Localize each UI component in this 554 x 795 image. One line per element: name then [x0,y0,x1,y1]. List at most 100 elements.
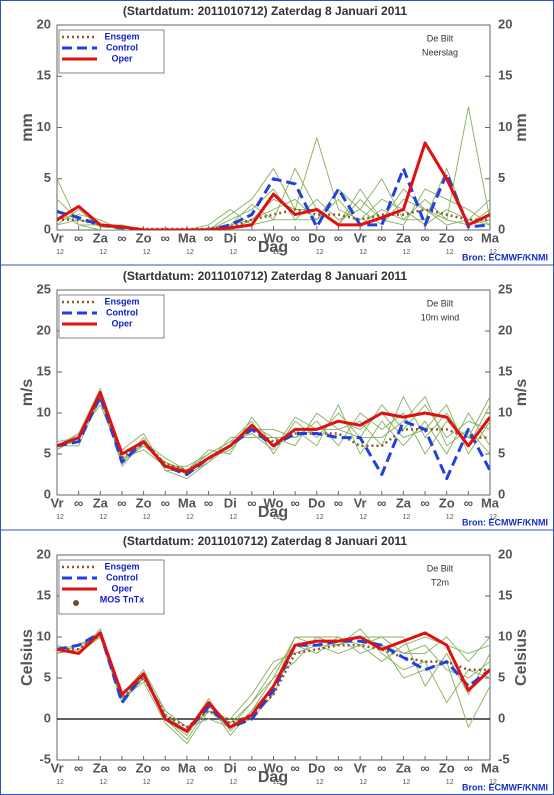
y-tick-label: 0 [44,486,51,501]
x-sublabel: 12 [403,249,411,256]
y2-tick-label: 15 [498,587,512,602]
x-tick-label: ∞ [117,760,126,775]
source-note: Bron: ECMWF/KNMI [462,782,548,792]
x-tick-label: Zo [136,760,152,775]
x-tick-label: ∞ [204,230,213,245]
y-tick-label: -5 [39,751,51,766]
x-sublabel: 12 [229,779,237,786]
x-tick-label: Za [93,230,109,245]
y-tick-label: 10 [37,119,51,134]
x-tick-label: ∞ [117,495,126,510]
x-sublabel: 12 [316,514,324,521]
series-line [57,631,490,733]
y2-tick-label: 25 [498,281,512,296]
ensemble-member [57,137,490,230]
y2-tick-label: -5 [498,751,510,766]
x-sublabel: 12 [56,779,64,786]
y-axis-label: Celsius [19,629,36,686]
x-tick-label: Di [224,495,237,510]
x-tick-label: ∞ [291,230,300,245]
y-axis-label: m/s [19,379,36,407]
chart-title: (Startdatum: 2011010712) Zaterdag 8 Janu… [123,534,407,548]
x-tick-label: ∞ [291,495,300,510]
x-tick-label: Di [224,760,237,775]
x-tick-label: ∞ [247,230,256,245]
series-line [57,141,490,230]
x-sublabel: 12 [359,249,367,256]
x-tick-label: ∞ [420,495,429,510]
x-sublabel: 12 [143,779,151,786]
y2-tick-label: 15 [498,363,512,378]
series-line [57,395,490,472]
legend-box [58,294,165,339]
x-sublabel: 12 [489,779,497,786]
variable-label: 10m wind [421,312,460,322]
x-tick-label: ∞ [334,495,343,510]
x-sublabel: 12 [273,514,281,521]
legend-label: Control [106,42,138,52]
legend-label: Oper [111,318,133,328]
x-tick-label: Vr [50,230,63,245]
x-sublabel: 12 [359,779,367,786]
x-tick-label: ∞ [247,760,256,775]
x-tick-label: ∞ [420,760,429,775]
y2-tick-label: 5 [498,445,505,460]
x-tick-label: ∞ [464,495,473,510]
panel: (Startdatum: 2011010712) Zaterdag 8 Janu… [19,534,548,792]
series-line [57,631,490,729]
x-axis-label: Dag [258,239,288,256]
panel: (Startdatum: 2011010712) Zaterdag 8 Janu… [19,269,548,527]
chart-title: (Startdatum: 2011010712) Zaterdag 8 Janu… [123,269,407,283]
x-sublabel: 12 [403,779,411,786]
y-tick-label: 5 [44,170,51,185]
series-line [57,391,490,474]
x-tick-label: Ma [481,230,500,245]
y-tick-label: 0 [44,221,51,236]
x-tick-label: ∞ [204,760,213,775]
ensemble-member [57,396,490,480]
legend-label: Control [106,572,138,582]
y2-axis-label: m/s [513,379,530,407]
legend-swatch [73,600,79,606]
legend-label: Ensgem [104,561,139,571]
y2-tick-label: 0 [498,486,505,501]
series-line [57,167,490,230]
x-tick-label: Za [396,230,412,245]
y-tick-label: 25 [37,281,51,296]
x-tick-label: Za [396,760,412,775]
x-sublabel: 12 [99,779,107,786]
x-sublabel: 12 [359,514,367,521]
variable-label: T2m [431,577,449,587]
x-axis-label: Dag [258,504,288,521]
x-sublabel: 12 [143,514,151,521]
x-tick-label: Di [224,230,237,245]
x-tick-label: Za [396,495,412,510]
legend-label: Oper [111,53,133,63]
source-note: Bron: ECMWF/KNMI [462,252,548,262]
y-tick-label: 15 [37,68,51,83]
series-line [57,208,490,230]
x-sublabel: 12 [273,249,281,256]
x-tick-label: ∞ [464,760,473,775]
x-tick-label: ∞ [464,230,473,245]
x-sublabel: 12 [186,249,194,256]
y2-tick-label: 20 [498,322,512,337]
x-tick-label: Ma [178,760,197,775]
x-tick-label: ∞ [420,230,429,245]
x-tick-label: ∞ [161,230,170,245]
x-tick-label: ∞ [334,760,343,775]
x-tick-label: Wo [264,760,284,775]
x-tick-label: Do [308,760,325,775]
y2-tick-label: 20 [498,546,512,561]
x-sublabel: 12 [403,514,411,521]
y2-tick-label: 5 [498,669,505,684]
x-tick-label: Zo [439,495,455,510]
x-sublabel: 12 [273,779,281,786]
x-sublabel: 12 [316,249,324,256]
series-line [57,631,490,733]
x-tick-label: Zo [439,760,455,775]
y-tick-label: 0 [44,710,51,725]
x-tick-label: ∞ [377,760,386,775]
legend-label: Control [106,307,138,317]
x-tick-label: Ma [178,230,197,245]
